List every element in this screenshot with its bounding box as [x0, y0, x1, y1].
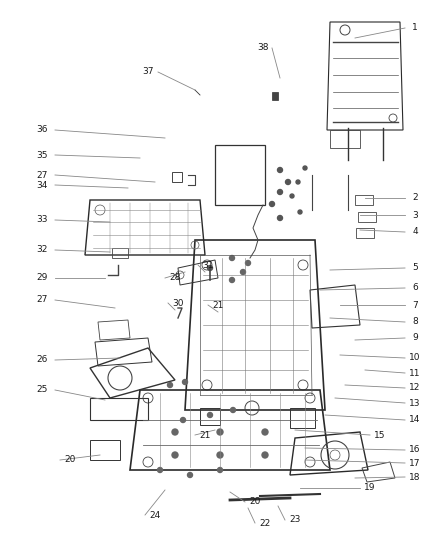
Circle shape — [262, 452, 268, 458]
Text: 31: 31 — [202, 261, 214, 270]
Circle shape — [278, 215, 283, 221]
Text: 38: 38 — [257, 44, 269, 52]
Circle shape — [298, 210, 302, 214]
Text: 5: 5 — [412, 263, 418, 272]
Text: 37: 37 — [142, 68, 154, 77]
Text: 20: 20 — [64, 456, 76, 464]
Circle shape — [230, 408, 236, 413]
Text: 35: 35 — [36, 150, 48, 159]
Text: 36: 36 — [36, 125, 48, 134]
Text: 23: 23 — [290, 515, 301, 524]
Circle shape — [278, 167, 283, 173]
Text: 28: 28 — [170, 273, 181, 282]
Circle shape — [246, 261, 251, 265]
Circle shape — [218, 467, 223, 472]
Text: 25: 25 — [36, 385, 48, 394]
Text: 17: 17 — [409, 458, 421, 467]
Circle shape — [262, 429, 268, 435]
Polygon shape — [272, 92, 278, 100]
Text: 1: 1 — [412, 23, 418, 33]
Text: 32: 32 — [36, 246, 48, 254]
Text: 8: 8 — [412, 318, 418, 327]
Circle shape — [230, 255, 234, 261]
Text: 33: 33 — [36, 215, 48, 224]
Circle shape — [172, 452, 178, 458]
Text: 15: 15 — [374, 431, 386, 440]
Text: 6: 6 — [412, 284, 418, 293]
Text: 29: 29 — [36, 273, 48, 282]
Text: 20: 20 — [249, 497, 261, 506]
Text: 3: 3 — [412, 211, 418, 220]
Text: 21: 21 — [212, 301, 224, 310]
Circle shape — [303, 166, 307, 170]
Circle shape — [180, 417, 186, 423]
Circle shape — [217, 452, 223, 458]
Circle shape — [183, 379, 187, 384]
Circle shape — [217, 429, 223, 435]
Text: 7: 7 — [412, 301, 418, 310]
Text: 16: 16 — [409, 446, 421, 455]
Text: 12: 12 — [410, 384, 420, 392]
Circle shape — [167, 383, 173, 387]
Text: 27: 27 — [36, 171, 48, 180]
Text: 10: 10 — [409, 353, 421, 362]
Circle shape — [286, 180, 290, 184]
Text: 13: 13 — [409, 399, 421, 408]
Text: 30: 30 — [172, 298, 184, 308]
Circle shape — [158, 467, 162, 472]
Text: 14: 14 — [410, 416, 420, 424]
Text: 21: 21 — [199, 431, 211, 440]
Circle shape — [187, 472, 192, 478]
Text: 4: 4 — [412, 228, 418, 237]
Text: 27: 27 — [36, 295, 48, 304]
Circle shape — [278, 190, 283, 195]
Circle shape — [296, 180, 300, 184]
Text: 34: 34 — [36, 181, 48, 190]
Text: 19: 19 — [364, 483, 376, 492]
Text: 26: 26 — [36, 356, 48, 365]
Text: 22: 22 — [259, 519, 271, 528]
Circle shape — [269, 201, 275, 206]
Text: 9: 9 — [412, 334, 418, 343]
Circle shape — [290, 194, 294, 198]
Text: 11: 11 — [409, 368, 421, 377]
Text: 18: 18 — [409, 472, 421, 481]
Circle shape — [208, 265, 212, 271]
Circle shape — [208, 413, 212, 417]
Circle shape — [172, 429, 178, 435]
Circle shape — [240, 270, 246, 274]
Circle shape — [230, 278, 234, 282]
Text: 2: 2 — [412, 193, 418, 203]
Text: 24: 24 — [149, 511, 161, 520]
